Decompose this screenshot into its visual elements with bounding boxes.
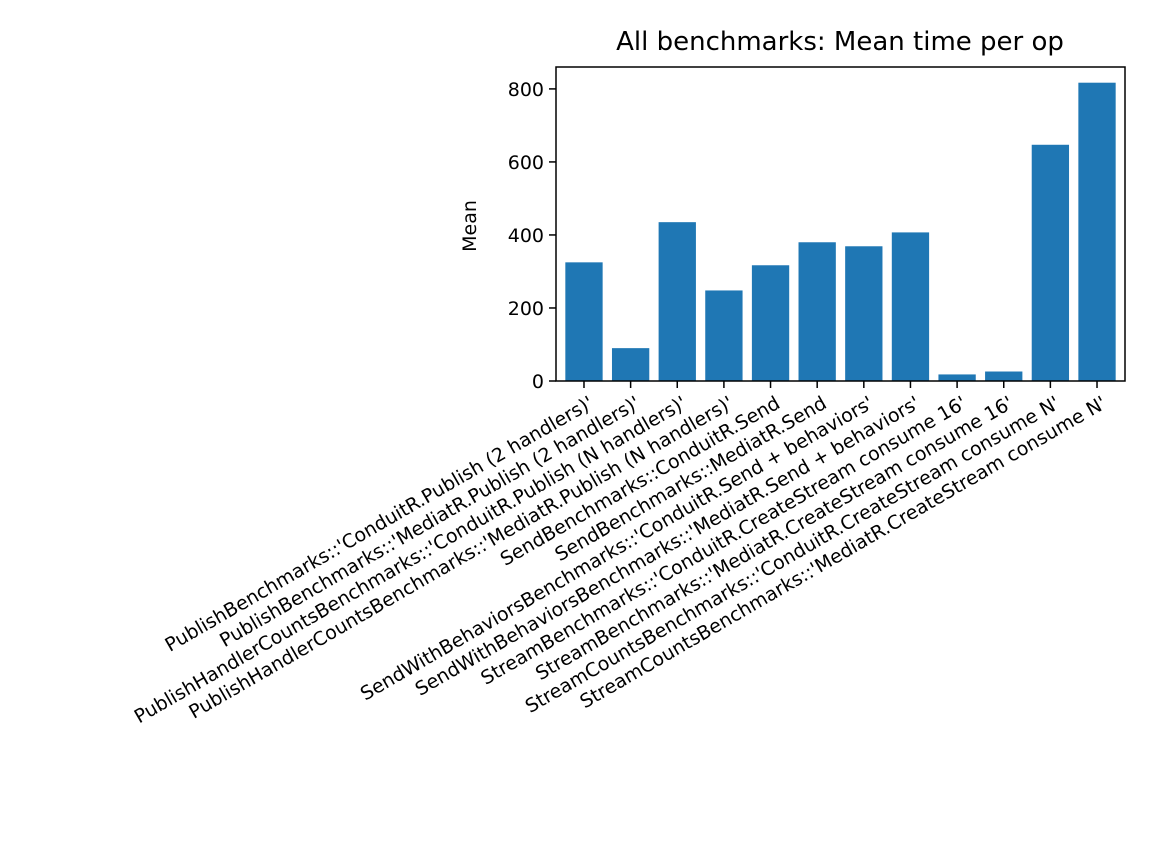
bar-2 xyxy=(611,348,650,381)
bar-9 xyxy=(938,374,976,381)
x-axis-ticks: PublishBenchmarks::'ConduitR.Publish (2 … xyxy=(131,381,1110,728)
plot-frame xyxy=(555,66,1126,382)
bar-11 xyxy=(1031,144,1070,381)
bar-3 xyxy=(658,222,696,381)
bar-8 xyxy=(891,232,930,381)
y-axis-ticks: 0 200 400 600 800 xyxy=(508,79,556,393)
bar-5 xyxy=(751,265,790,381)
y-tick-label: 400 xyxy=(508,225,544,247)
chart-title: All benchmarks: Mean time per op xyxy=(616,27,1064,57)
bar-12 xyxy=(1078,82,1116,381)
bar-10 xyxy=(985,371,1023,381)
y-axis-label: Mean xyxy=(459,200,481,252)
bars-group xyxy=(565,82,1116,381)
y-tick-label: 600 xyxy=(508,152,544,174)
bar-1 xyxy=(565,262,603,381)
y-tick-label: 0 xyxy=(532,371,544,393)
bar-6 xyxy=(798,242,836,381)
bar-7 xyxy=(845,246,883,381)
y-tick-label: 200 xyxy=(508,298,544,320)
y-tick-label: 800 xyxy=(508,79,544,101)
bar-4 xyxy=(705,290,743,381)
